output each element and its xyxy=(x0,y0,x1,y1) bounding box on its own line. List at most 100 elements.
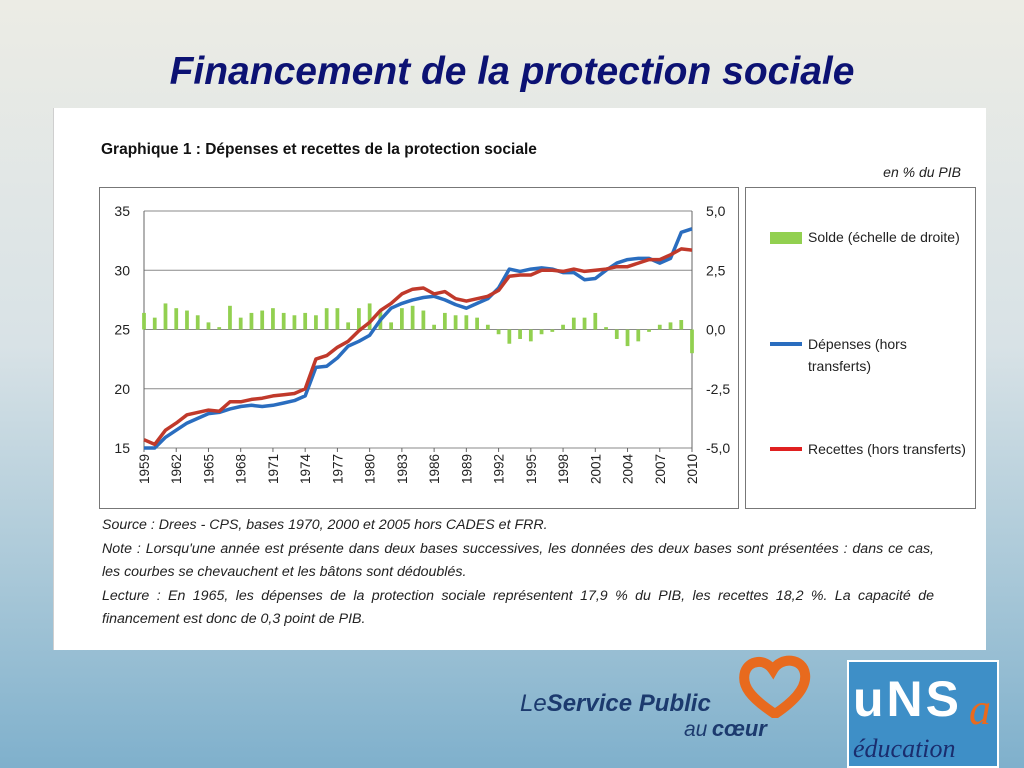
solde-bar xyxy=(324,308,329,330)
brand-le: Le xyxy=(520,690,547,717)
solde-bar xyxy=(604,327,608,330)
note-doublons: Note : Lorsqu'une année est présente dan… xyxy=(102,540,934,581)
solde-bar xyxy=(571,317,576,330)
solde-bar xyxy=(238,317,243,330)
unsa-education-text: éducation xyxy=(853,734,956,763)
x-tick-label: 2010 xyxy=(685,454,700,484)
solde-bar xyxy=(142,312,146,330)
y-tick-label-right: 0,0 xyxy=(706,322,726,338)
x-tick-label: 1980 xyxy=(363,454,378,484)
x-tick-label: 1995 xyxy=(524,454,539,484)
brand-coeur: cœur xyxy=(711,716,767,741)
x-tick-label: 1962 xyxy=(169,454,184,484)
solde-bar xyxy=(442,312,447,330)
chart-notes: Source : Drees - CPS, bases 1970, 2000 e… xyxy=(102,514,934,632)
x-tick-label: 1998 xyxy=(556,454,571,484)
solde-bar xyxy=(367,303,372,330)
recettes-line xyxy=(143,247,693,447)
solde-bar xyxy=(152,317,157,330)
y-tick-label-right: 5,0 xyxy=(706,203,726,219)
chart-panel: Graphique 1 : Dépenses et recettes de la… xyxy=(53,108,986,650)
solde-bar xyxy=(679,320,684,330)
solde-bar xyxy=(228,305,232,330)
solde-bar xyxy=(496,329,501,335)
solde-bar xyxy=(528,329,533,342)
solde-bar xyxy=(647,329,651,332)
note-source: Source : Drees - CPS, bases 1970, 2000 e… xyxy=(102,517,548,533)
solde-bar xyxy=(335,308,340,330)
x-tick-label: 1977 xyxy=(330,454,345,484)
y-tick-label-left: 15 xyxy=(114,440,130,456)
solde-bar xyxy=(690,329,694,354)
service-public-logo: LeService Public xyxy=(520,690,711,718)
solde-bar xyxy=(614,329,619,339)
heart-logo-icon xyxy=(739,655,811,718)
solde-bar xyxy=(432,324,436,330)
solde-bar xyxy=(206,322,211,330)
legend-label-depenses: Dépenses (hors transferts) xyxy=(808,336,907,374)
service-public-logo-line2: au cœur xyxy=(684,716,767,742)
legend: Solde (échelle de droite) Dépenses (hors… xyxy=(745,187,976,509)
solde-bar xyxy=(518,329,522,339)
note-lecture: Lecture : En 1965, les dépenses de la pr… xyxy=(102,587,934,628)
solde-bar xyxy=(271,308,275,330)
solde-bar xyxy=(582,317,587,330)
solde-bar xyxy=(410,305,415,330)
solde-bar xyxy=(561,324,565,330)
x-tick-label: 1968 xyxy=(234,454,249,484)
x-tick-label: 2001 xyxy=(588,454,603,484)
solde-bar xyxy=(346,322,351,330)
solde-bar xyxy=(292,315,297,330)
depenses-line xyxy=(144,227,693,450)
legend-swatch-depenses xyxy=(770,342,802,346)
legend-label-solde: Solde (échelle de droite) xyxy=(808,229,960,245)
solde-bar xyxy=(163,303,168,330)
chart-title: Graphique 1 : Dépenses et recettes de la… xyxy=(101,141,537,158)
solde-bar xyxy=(260,310,265,330)
x-tick-label: 1965 xyxy=(201,454,216,484)
unsa-letters: uNS xyxy=(853,671,962,727)
solde-bar xyxy=(357,308,361,330)
y-tick-label-right: 2,5 xyxy=(706,262,726,278)
solde-bar xyxy=(174,308,179,330)
solde-bar xyxy=(314,315,318,330)
x-tick-label: 1971 xyxy=(266,454,281,484)
legend-label-recettes: Recettes (hors transferts) xyxy=(808,441,966,457)
brand-service-public: Service Public xyxy=(546,690,711,717)
brand-au: au xyxy=(684,718,708,741)
y-tick-label-left: 20 xyxy=(114,381,130,397)
solde-bar xyxy=(195,315,200,330)
x-tick-label: 1992 xyxy=(492,454,507,484)
solde-bar xyxy=(400,308,404,330)
legend-item-recettes: Recettes (hors transferts) xyxy=(770,438,968,460)
solde-bar xyxy=(475,317,479,330)
solde-bar xyxy=(485,324,490,330)
legend-swatch-recettes xyxy=(770,447,802,451)
slide-title: Financement de la protection sociale xyxy=(169,50,855,93)
y-tick-label-left: 30 xyxy=(114,262,130,278)
unit-note: en % du PIB xyxy=(883,164,961,180)
unsa-education-logo: uNS a éducation xyxy=(847,660,999,768)
legend-swatch-bar xyxy=(770,232,802,244)
solde-bar xyxy=(217,327,222,330)
x-tick-label: 1983 xyxy=(395,454,410,484)
solde-bar xyxy=(249,312,254,330)
solde-bar xyxy=(453,315,458,330)
x-tick-label: 1989 xyxy=(459,454,474,484)
solde-bar xyxy=(507,329,512,344)
unsa-a: a xyxy=(969,685,991,734)
y-tick-label-left: 35 xyxy=(114,203,130,219)
y-tick-label-right: -2,5 xyxy=(706,381,730,397)
solde-bar xyxy=(281,312,286,330)
solde-bar xyxy=(421,310,426,330)
x-tick-label: 1986 xyxy=(427,454,442,484)
y-tick-label-left: 25 xyxy=(114,322,130,338)
x-tick-label: 1959 xyxy=(137,454,152,484)
solde-bar xyxy=(657,324,662,330)
chart-svg: 35 30 25 20 15 5,0 2,5 0,0 -2,5 -5,0 1959 1962 1965 1… xyxy=(114,203,730,485)
legend-item-solde: Solde (échelle de droite) xyxy=(770,226,968,248)
solde-bar xyxy=(389,322,394,330)
y-tick-label-right: -5,0 xyxy=(706,440,730,456)
x-tick-label: 2004 xyxy=(621,454,636,485)
solde-bar xyxy=(636,329,641,342)
